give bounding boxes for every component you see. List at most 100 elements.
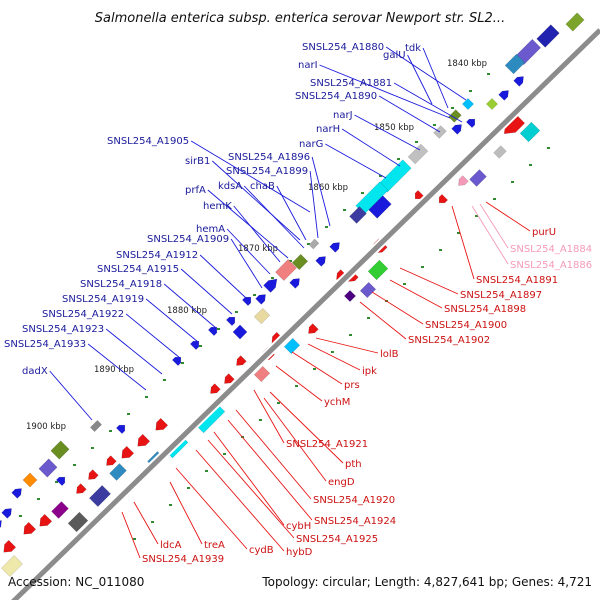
track-tick xyxy=(169,504,172,506)
accession-text: Accession: NC_011080 xyxy=(8,575,144,589)
gene-feature xyxy=(224,373,235,384)
track-tick xyxy=(259,419,262,421)
gene-feature xyxy=(189,340,200,351)
gene-label-reverse: ychM xyxy=(324,397,350,408)
kbp-tick-label: 1840 kbp xyxy=(447,59,487,69)
gene-feature xyxy=(232,324,248,340)
track-tick xyxy=(439,249,442,251)
kbp-tick-label: 1860 kbp xyxy=(308,183,348,193)
track-tick xyxy=(163,379,166,381)
gene-label-forward: SNSL254_A1933 xyxy=(4,339,86,350)
gene-feature xyxy=(368,195,392,219)
gene-label-forward: SNSL254_A1905 xyxy=(107,136,189,147)
track-tick xyxy=(487,73,490,75)
gene-label-reverse: SNSL254_A1891 xyxy=(476,275,558,286)
gene-label-forward: SNSL254_A1909 xyxy=(147,234,229,245)
label-leader-forward xyxy=(145,298,199,343)
gene-label-forward: SNSL254_A1918 xyxy=(80,279,162,290)
gene-label-forward: SNSL254_A1912 xyxy=(116,250,198,261)
kbp-tick-label: 1850 kbp xyxy=(374,123,414,133)
label-leader-forward xyxy=(311,156,331,227)
kbp-tick-layer: 1840 kbp 1850 kbp 1860 kbp 1870 kbp 1880 kbp… xyxy=(19,59,550,540)
label-leader-reverse xyxy=(389,279,443,309)
gene-feature xyxy=(308,238,320,250)
gene-feature xyxy=(255,294,266,305)
track-tick xyxy=(379,175,382,177)
gene-label-reverse: pth xyxy=(345,459,362,470)
gene-label-forward: SNSL254_A1890 xyxy=(295,91,377,102)
label-leader-reverse xyxy=(227,419,313,521)
label-leader-forward xyxy=(87,343,147,391)
gene-feature xyxy=(263,278,278,293)
gene-feature xyxy=(236,355,247,366)
track-tick xyxy=(475,215,478,217)
track-tick xyxy=(109,430,112,432)
track-tick xyxy=(493,198,496,200)
label-leader-forward xyxy=(319,64,451,119)
gene-feature xyxy=(315,256,326,267)
label-leader-reverse xyxy=(253,389,285,444)
gene-feature xyxy=(414,189,425,200)
label-leader-reverse xyxy=(307,343,361,371)
gene-feature xyxy=(155,417,169,431)
label-leader-reverse xyxy=(471,205,509,265)
label-leader-forward xyxy=(385,46,467,101)
gene-label-forward: SNSL254_A1923 xyxy=(22,324,104,335)
gene-feature xyxy=(513,76,524,87)
label-leader-forward xyxy=(212,160,301,241)
label-leader-forward xyxy=(325,143,387,179)
label-leader-forward xyxy=(226,228,271,275)
kbp-tick-label: 1890 kbp xyxy=(94,365,134,375)
track-tick xyxy=(127,413,130,415)
label-leader-reverse xyxy=(451,205,475,280)
label-leader-reverse xyxy=(359,301,407,340)
gene-label-reverse: SNSL254_A1898 xyxy=(444,304,526,315)
gene-feature xyxy=(1,555,23,577)
gene-label-reverse: hybD xyxy=(286,547,313,558)
gene-label-reverse: SNSL254_A1921 xyxy=(286,439,368,450)
track-tick xyxy=(181,362,184,364)
track-tick xyxy=(145,396,148,398)
gene-feature xyxy=(367,259,389,281)
gene-feature xyxy=(137,433,151,447)
track-tick xyxy=(511,181,514,183)
label-leader-reverse xyxy=(195,449,285,552)
gene-feature xyxy=(461,97,475,111)
gene-feature xyxy=(451,124,462,135)
track-tick xyxy=(307,243,310,245)
label-leader-reverse xyxy=(235,409,312,500)
label-leader-forward xyxy=(190,140,311,213)
gene-feature xyxy=(115,424,126,435)
gene-feature xyxy=(225,316,236,327)
gene-label-reverse: ldcA xyxy=(160,540,182,551)
track-tick xyxy=(19,515,22,517)
label-leader-reverse xyxy=(315,337,379,354)
gene-feature xyxy=(565,12,585,32)
gene-feature xyxy=(210,383,221,394)
label-leader-reverse xyxy=(291,351,343,385)
label-leader-reverse xyxy=(207,439,295,539)
label-leader-reverse xyxy=(263,397,327,482)
gene-feature xyxy=(253,365,271,383)
track-tick xyxy=(133,538,136,540)
label-leader-forward xyxy=(393,82,463,123)
gene-label-reverse: SNSL254_A1884 xyxy=(510,244,592,255)
gene-feature xyxy=(76,483,87,494)
track-tick xyxy=(349,334,352,336)
track-tick xyxy=(73,464,76,466)
track-tick xyxy=(397,158,400,160)
gene-label-forward: prfA xyxy=(185,185,206,196)
gene-feature xyxy=(89,485,111,507)
backbone-layer xyxy=(8,26,600,600)
gene-feature xyxy=(359,281,377,299)
gene-feature xyxy=(275,259,297,281)
gene-label-reverse: engD xyxy=(328,477,355,488)
track-tick xyxy=(199,345,202,347)
label-leader-forward xyxy=(163,283,217,329)
gene-label-forward: SNSL254_A1881 xyxy=(310,78,392,89)
track-tick xyxy=(277,402,280,404)
gene-label-reverse: SNSL254_A1939 xyxy=(142,554,224,565)
track-tick xyxy=(313,368,316,370)
gene-feature xyxy=(438,193,449,204)
